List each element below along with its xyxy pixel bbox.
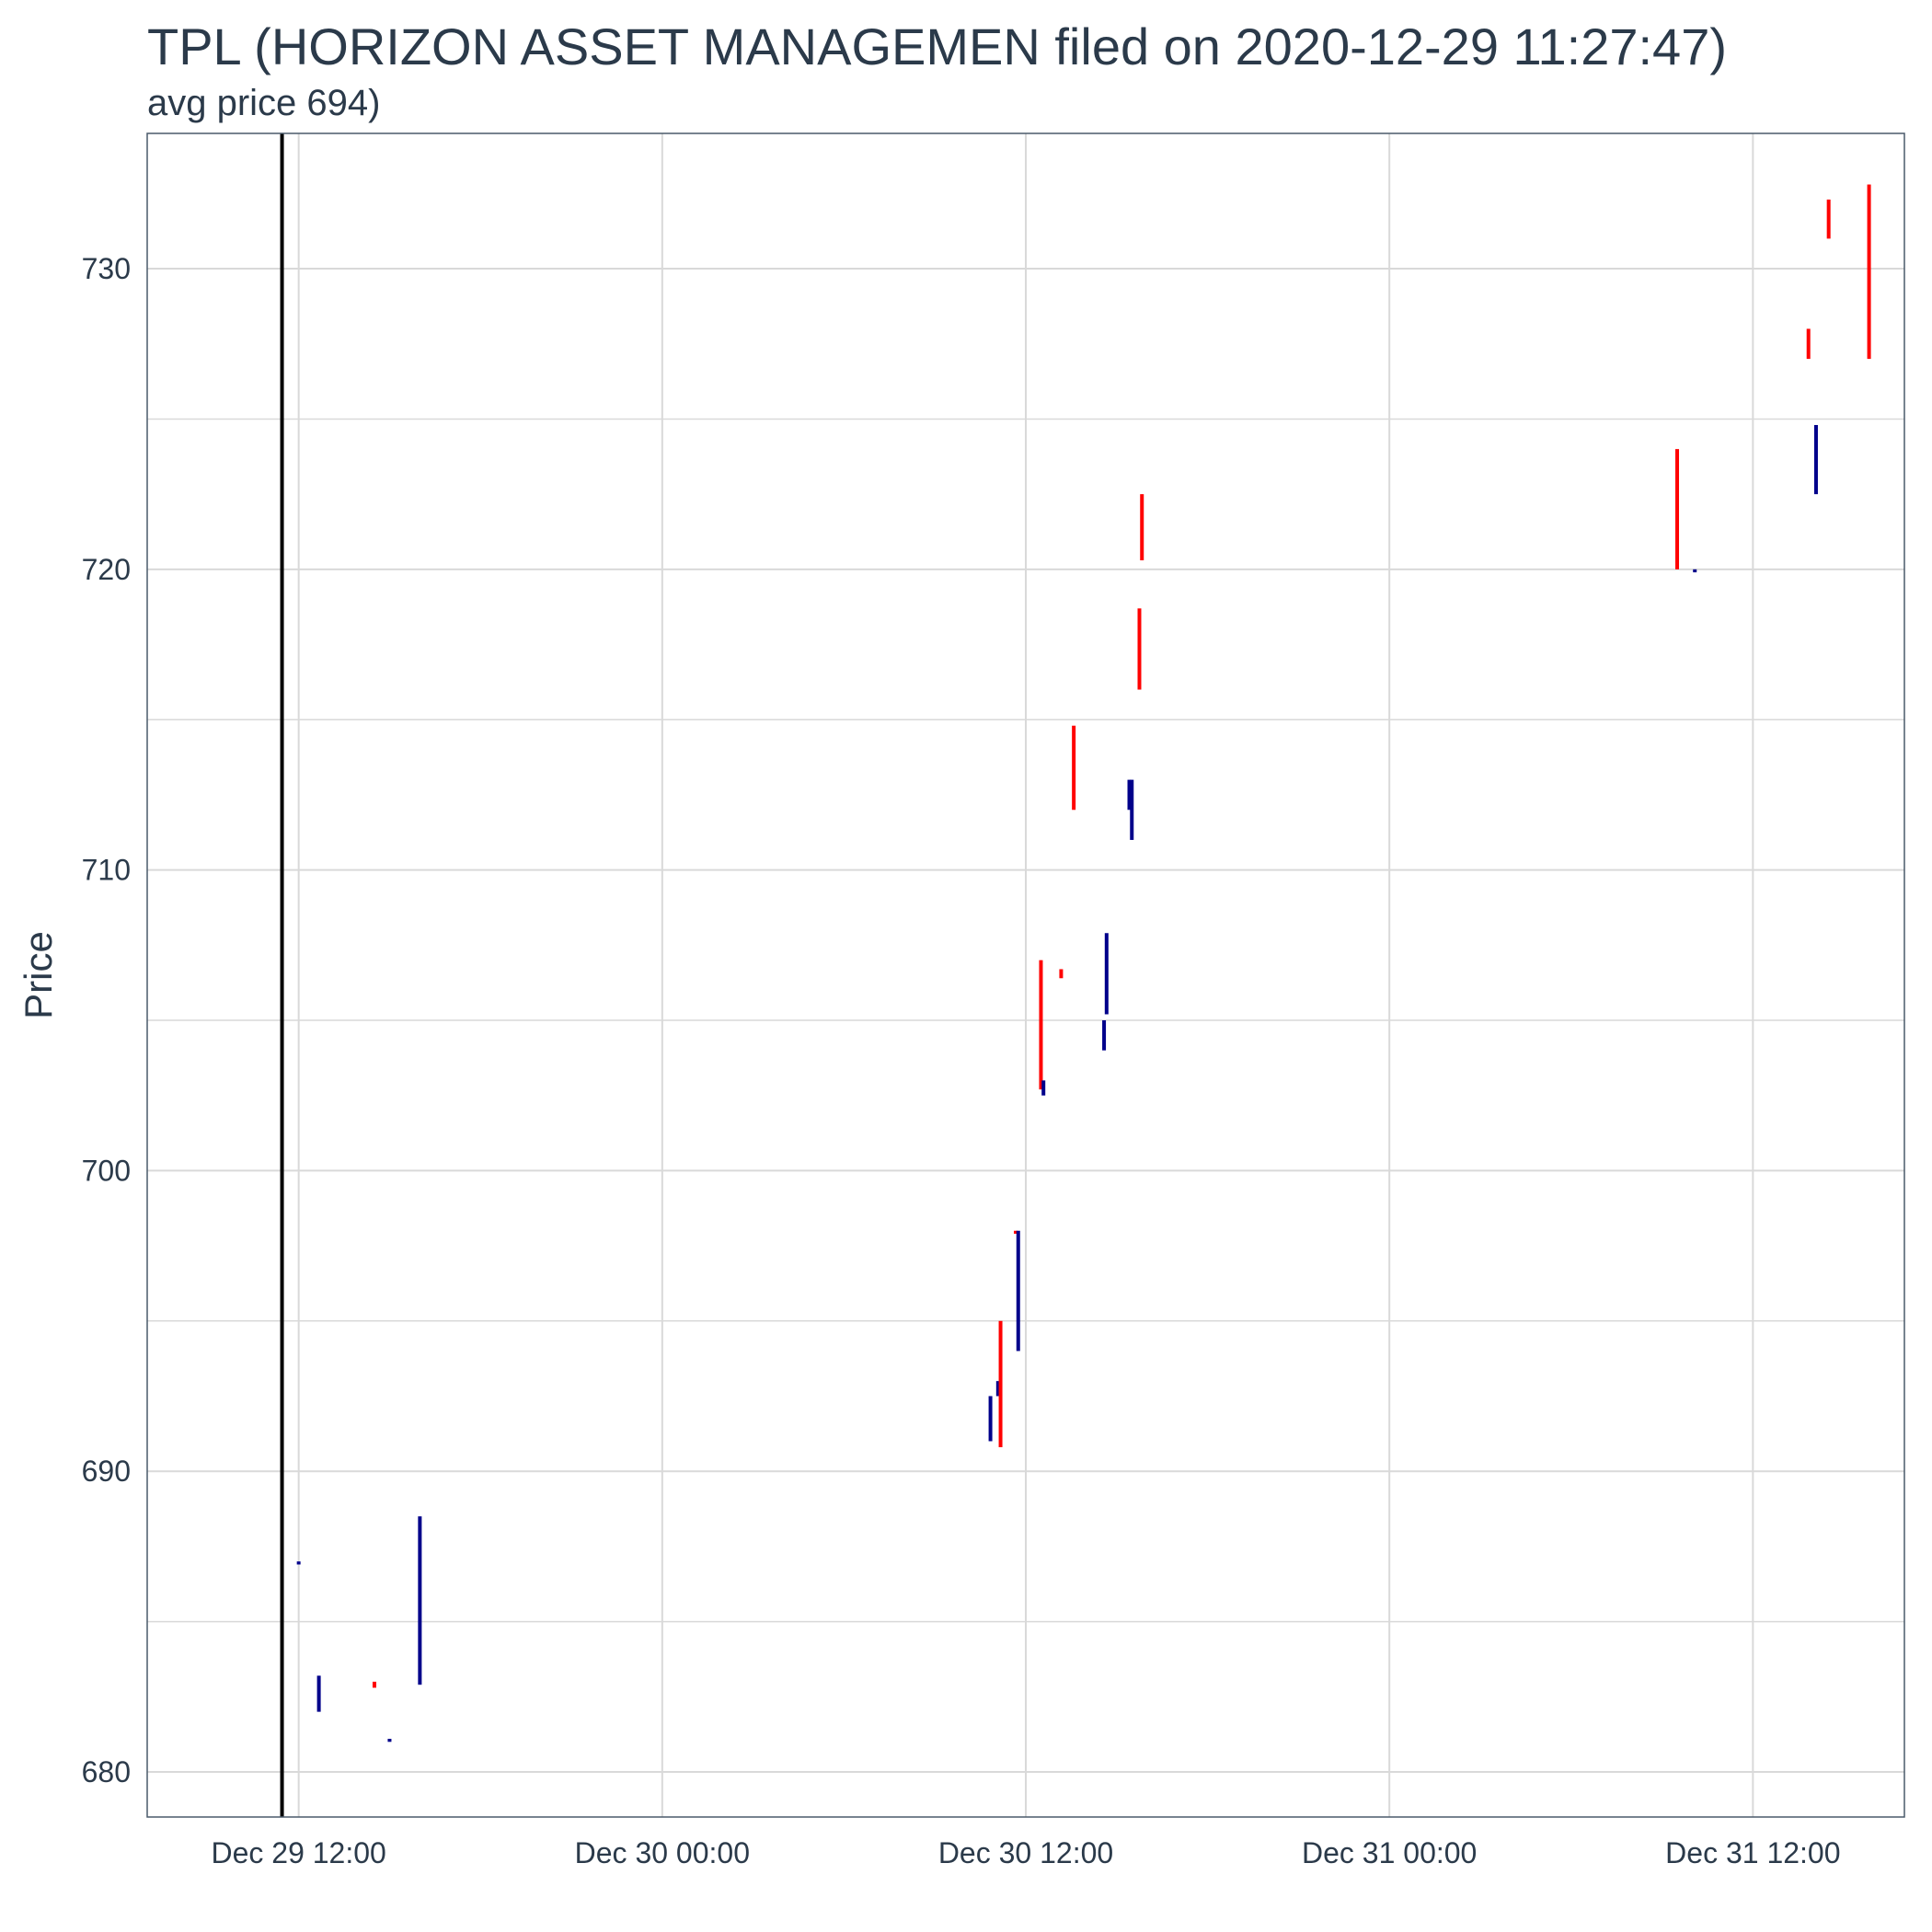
- ohlc-bar: [316, 1675, 321, 1712]
- grid-layer: [147, 133, 1904, 1817]
- ohlc-bar: [1693, 569, 1697, 573]
- y-tick-label: 700: [82, 1154, 131, 1187]
- ohlc-bar: [1867, 184, 1871, 360]
- ohlc-bar: [995, 1381, 1000, 1397]
- ohlc-bar: [1137, 608, 1142, 690]
- y-tick-label: 730: [82, 252, 131, 285]
- chart-subtitle: avg price 694): [147, 83, 381, 123]
- ohlc-bar: [1806, 328, 1811, 360]
- plot-border: [146, 132, 1905, 1818]
- ohlc-bar: [372, 1681, 376, 1688]
- ohlc-bar: [988, 1396, 993, 1442]
- frame-layer: [146, 132, 1905, 1818]
- chart-title: TPL (HORIZON ASSET MANAGEMEN filed on 20…: [147, 17, 1727, 75]
- ohlc-bar: [1041, 1080, 1046, 1096]
- y-tick-label: 720: [82, 553, 131, 586]
- y-axis-title: Price: [17, 931, 60, 1019]
- x-tick-label: Dec 31 00:00: [1302, 1836, 1477, 1869]
- ohlc-bar: [1059, 969, 1064, 979]
- y-tick-label: 690: [82, 1455, 131, 1488]
- ohlc-bar: [1813, 424, 1818, 495]
- x-tick-label: Dec 30 12:00: [938, 1836, 1113, 1869]
- ohlc-bar: [1104, 933, 1109, 1015]
- ohlc-bar: [1140, 494, 1144, 561]
- ohlc-bar: [1127, 779, 1132, 811]
- ohlc-bar: [1039, 960, 1043, 1090]
- x-tick-label: Dec 31 12:00: [1665, 1836, 1840, 1869]
- ohlc-bar: [296, 1561, 301, 1565]
- ohlc-bar: [1130, 779, 1134, 840]
- x-tick-label: Dec 29 12:00: [211, 1836, 385, 1869]
- ohlc-bar: [998, 1320, 1003, 1448]
- ohlc-bar: [1102, 1020, 1107, 1051]
- ohlc-bar: [418, 1516, 422, 1685]
- ohlc-bar: [1014, 1230, 1018, 1235]
- ohlc-bar: [1072, 725, 1076, 811]
- ohlc-bar: [1016, 1230, 1020, 1351]
- x-tick-label: Dec 30 00:00: [575, 1836, 750, 1869]
- ohlc-bar: [1675, 449, 1680, 569]
- ohlc-bar: [387, 1739, 392, 1742]
- bars-layer: [296, 184, 1871, 1742]
- label-layer: Price 680 690 700 710 720 730 Dec 29 12:00 Dec …: [17, 252, 1841, 1869]
- y-tick-label: 680: [82, 1755, 131, 1788]
- y-tick-label: 710: [82, 854, 131, 887]
- ohlc-bar: [1826, 199, 1831, 239]
